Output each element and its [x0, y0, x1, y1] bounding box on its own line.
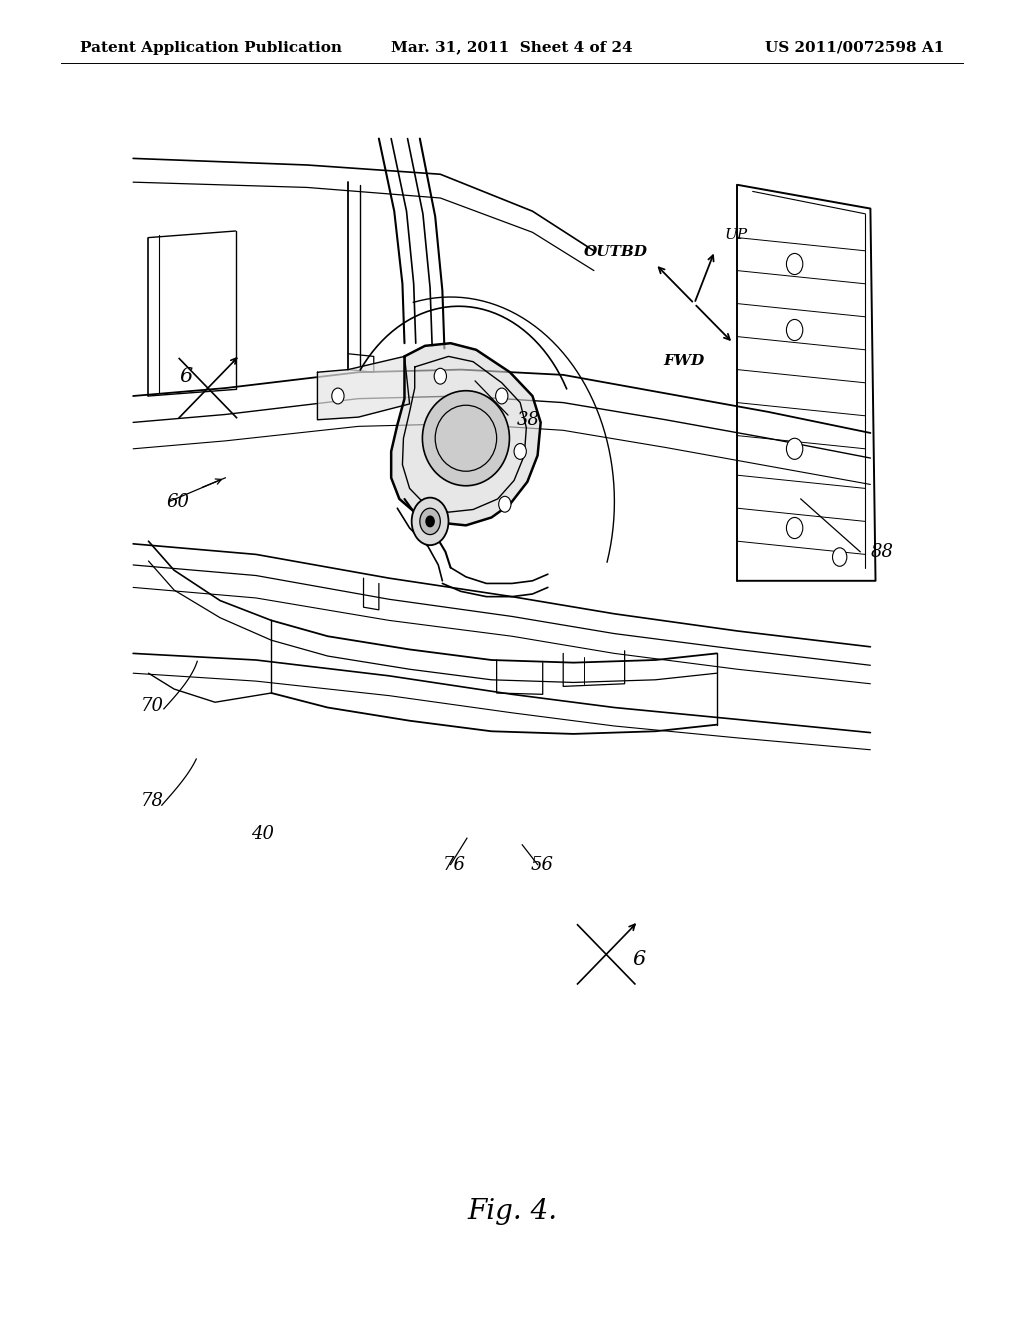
Text: 60: 60	[167, 492, 189, 511]
Circle shape	[412, 498, 449, 545]
Text: Mar. 31, 2011  Sheet 4 of 24: Mar. 31, 2011 Sheet 4 of 24	[391, 41, 633, 54]
Circle shape	[499, 496, 511, 512]
Circle shape	[514, 444, 526, 459]
Circle shape	[420, 508, 440, 535]
Text: OUTBD: OUTBD	[584, 244, 648, 259]
Text: 6: 6	[633, 950, 646, 969]
Text: FWD: FWD	[664, 354, 705, 368]
Text: 76: 76	[442, 855, 465, 874]
Polygon shape	[391, 343, 541, 525]
Ellipse shape	[423, 391, 510, 486]
Text: US 2011/0072598 A1: US 2011/0072598 A1	[765, 41, 944, 54]
Circle shape	[431, 504, 443, 520]
Text: 70: 70	[141, 697, 164, 715]
Text: 78: 78	[141, 792, 164, 810]
Text: 40: 40	[251, 825, 273, 843]
Circle shape	[496, 388, 508, 404]
Circle shape	[833, 548, 847, 566]
Circle shape	[426, 516, 434, 527]
Text: 88: 88	[870, 543, 893, 561]
Circle shape	[332, 388, 344, 404]
Circle shape	[786, 438, 803, 459]
Circle shape	[786, 253, 803, 275]
Circle shape	[434, 368, 446, 384]
Circle shape	[786, 319, 803, 341]
Text: 6: 6	[179, 367, 193, 385]
Text: Patent Application Publication: Patent Application Publication	[80, 41, 342, 54]
Text: Fig. 4.: Fig. 4.	[467, 1199, 557, 1225]
Text: 38: 38	[517, 411, 540, 429]
Text: 56: 56	[530, 855, 553, 874]
Circle shape	[786, 517, 803, 539]
Polygon shape	[317, 356, 410, 420]
Text: UP: UP	[725, 227, 749, 242]
